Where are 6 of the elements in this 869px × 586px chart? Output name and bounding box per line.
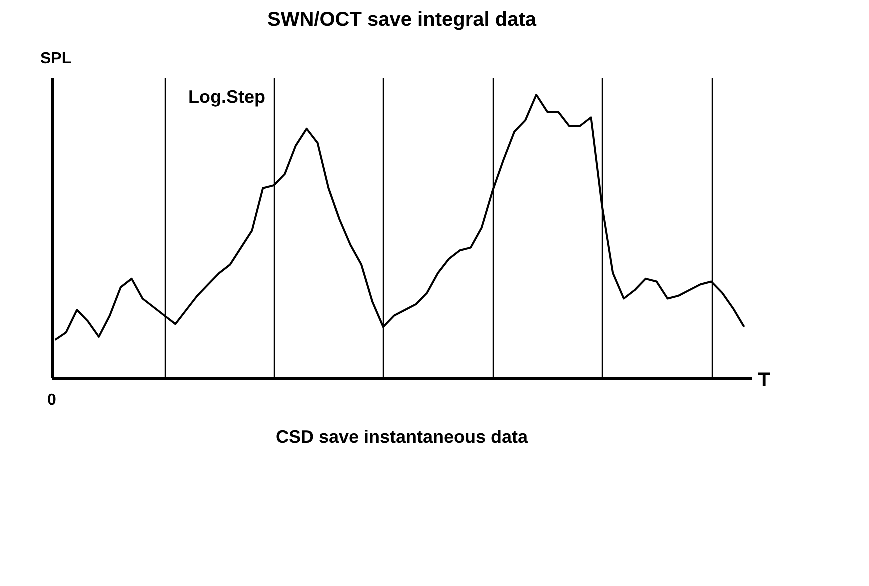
x-axis-title: T [758, 370, 770, 392]
y-axis-title: SPL [40, 50, 72, 68]
text: CSD save instantaneous data [276, 427, 530, 447]
text: 0 [48, 392, 57, 409]
chart-title: SWN/OCT save integral data [268, 9, 538, 31]
annotation: Log.Step [188, 87, 266, 107]
